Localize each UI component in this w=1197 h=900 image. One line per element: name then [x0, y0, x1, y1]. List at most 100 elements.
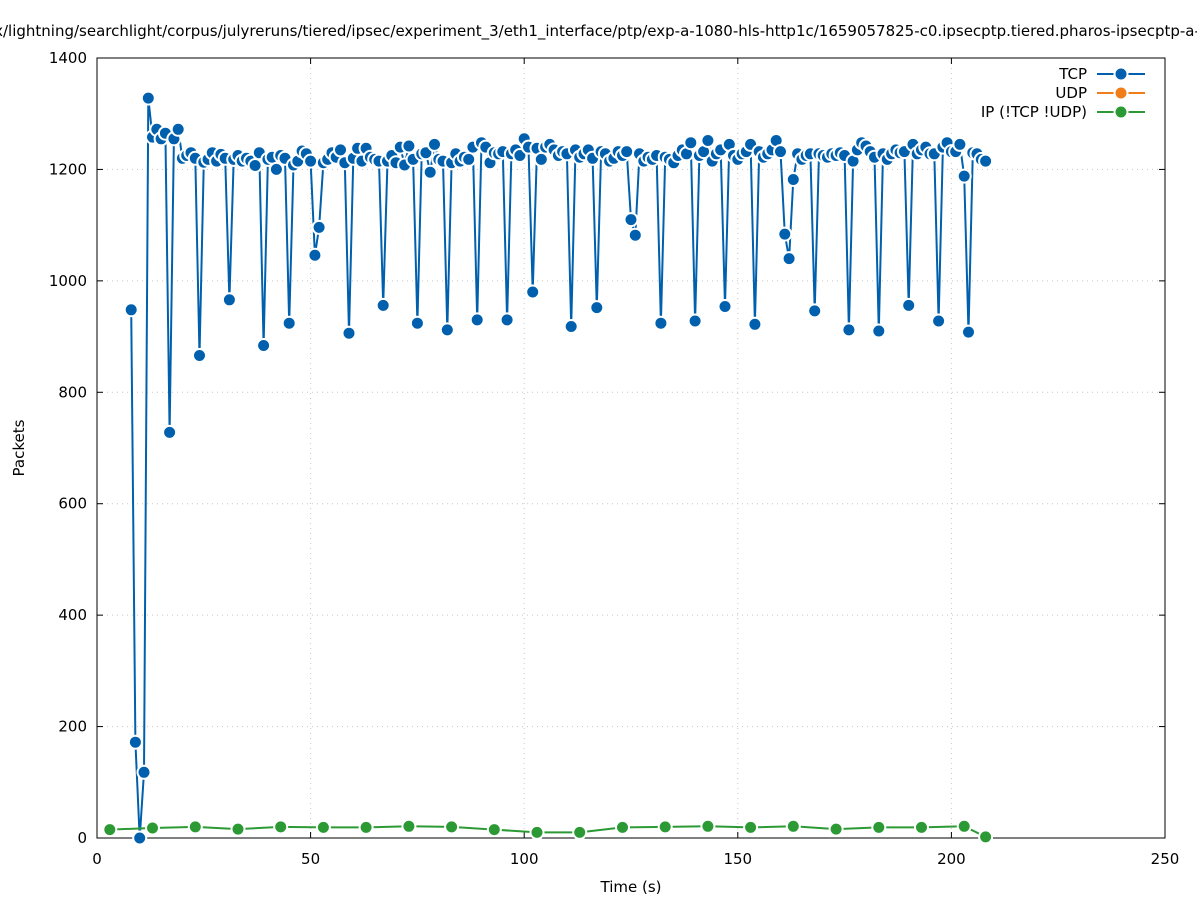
data-point — [773, 144, 788, 160]
data-point — [700, 818, 716, 834]
data-point — [187, 819, 203, 835]
legend-label: TCP — [1058, 65, 1087, 83]
data-point — [358, 819, 374, 835]
data-point — [717, 299, 733, 314]
data-point — [102, 822, 118, 838]
y-tick-label: 1000 — [49, 272, 87, 290]
data-point — [529, 824, 545, 840]
data-point — [623, 212, 639, 228]
data-point — [469, 312, 485, 328]
data-point — [871, 819, 887, 835]
data-point — [978, 829, 994, 845]
data-point — [901, 297, 917, 313]
x-tick-label: 200 — [937, 850, 966, 868]
data-point — [303, 153, 319, 169]
x-tick-label: 150 — [723, 850, 752, 868]
data-point — [841, 322, 857, 338]
data-point — [461, 151, 477, 167]
legend-item: TCP — [1058, 65, 1145, 83]
x-tick-label: 0 — [92, 850, 102, 868]
data-point — [700, 133, 716, 148]
y-tick-label: 600 — [58, 495, 87, 513]
series-layer — [102, 90, 994, 846]
legend-label: UDP — [1055, 84, 1087, 102]
data-point — [422, 164, 438, 180]
data-point — [307, 247, 323, 263]
data-point — [687, 313, 703, 329]
x-tick-label: 50 — [301, 850, 320, 868]
data-point — [777, 226, 793, 242]
data-point — [444, 819, 460, 835]
y-tick-label: 0 — [77, 829, 87, 847]
data-point — [315, 819, 331, 835]
data-point — [221, 292, 237, 308]
data-point — [230, 821, 246, 837]
legend-marker — [1113, 104, 1129, 120]
data-point — [427, 136, 442, 152]
data-point — [145, 820, 160, 836]
legend-label: IP (!TCP !UDP) — [981, 103, 1087, 121]
data-point — [615, 819, 630, 835]
data-point — [401, 138, 417, 154]
data-point — [525, 284, 541, 300]
data-point — [978, 153, 994, 169]
data-point — [871, 323, 887, 339]
legend-marker — [1113, 85, 1129, 101]
y-tick-label: 200 — [58, 718, 87, 736]
data-point — [333, 142, 348, 158]
legend-item: UDP — [1055, 84, 1145, 102]
data-point — [256, 338, 272, 353]
x-axis-label: Time (s) — [600, 878, 662, 896]
data-point — [785, 818, 801, 834]
data-point — [627, 227, 643, 243]
data-point — [140, 90, 156, 106]
y-tick-label: 800 — [58, 383, 87, 401]
data-point — [132, 830, 148, 846]
grid — [97, 58, 1165, 838]
data-point — [192, 348, 207, 363]
data-point — [170, 121, 186, 137]
data-point — [311, 219, 327, 235]
data-point — [657, 819, 673, 835]
data-point — [409, 315, 425, 331]
data-point — [961, 324, 976, 340]
data-point — [952, 136, 968, 152]
data-point — [956, 818, 972, 834]
data-point — [653, 315, 669, 331]
data-point — [589, 300, 605, 316]
data-point — [375, 297, 391, 313]
data-point — [401, 818, 417, 834]
legend-marker — [1113, 66, 1129, 82]
data-point — [486, 822, 502, 838]
data-point — [136, 764, 152, 780]
data-point — [572, 824, 588, 840]
data-point — [743, 819, 759, 835]
data-point — [785, 172, 801, 187]
data-point — [273, 819, 289, 835]
data-point — [162, 424, 178, 440]
data-point — [931, 313, 947, 329]
series-0 — [123, 90, 994, 846]
x-tick-label: 100 — [510, 850, 539, 868]
x-tick-label: 250 — [1151, 850, 1180, 868]
data-point — [268, 161, 284, 177]
chart-title: /home/x/lightning/searchlight/corpus/jul… — [0, 22, 1197, 41]
data-point — [683, 135, 699, 151]
y-axis-label: Packets — [10, 419, 28, 476]
y-tick-label: 1200 — [49, 160, 87, 178]
data-point — [747, 316, 763, 332]
plot-frame — [96, 57, 1166, 839]
series-line — [109, 825, 987, 838]
data-point — [281, 315, 297, 331]
y-tick-label: 400 — [58, 606, 87, 624]
data-point — [247, 158, 263, 173]
data-point — [127, 734, 143, 750]
legend-item: IP (!TCP !UDP) — [981, 103, 1145, 121]
data-point — [619, 144, 635, 160]
y-tick-label: 1400 — [49, 49, 87, 67]
data-point — [123, 302, 139, 318]
data-point — [828, 821, 844, 837]
data-point — [341, 325, 357, 341]
